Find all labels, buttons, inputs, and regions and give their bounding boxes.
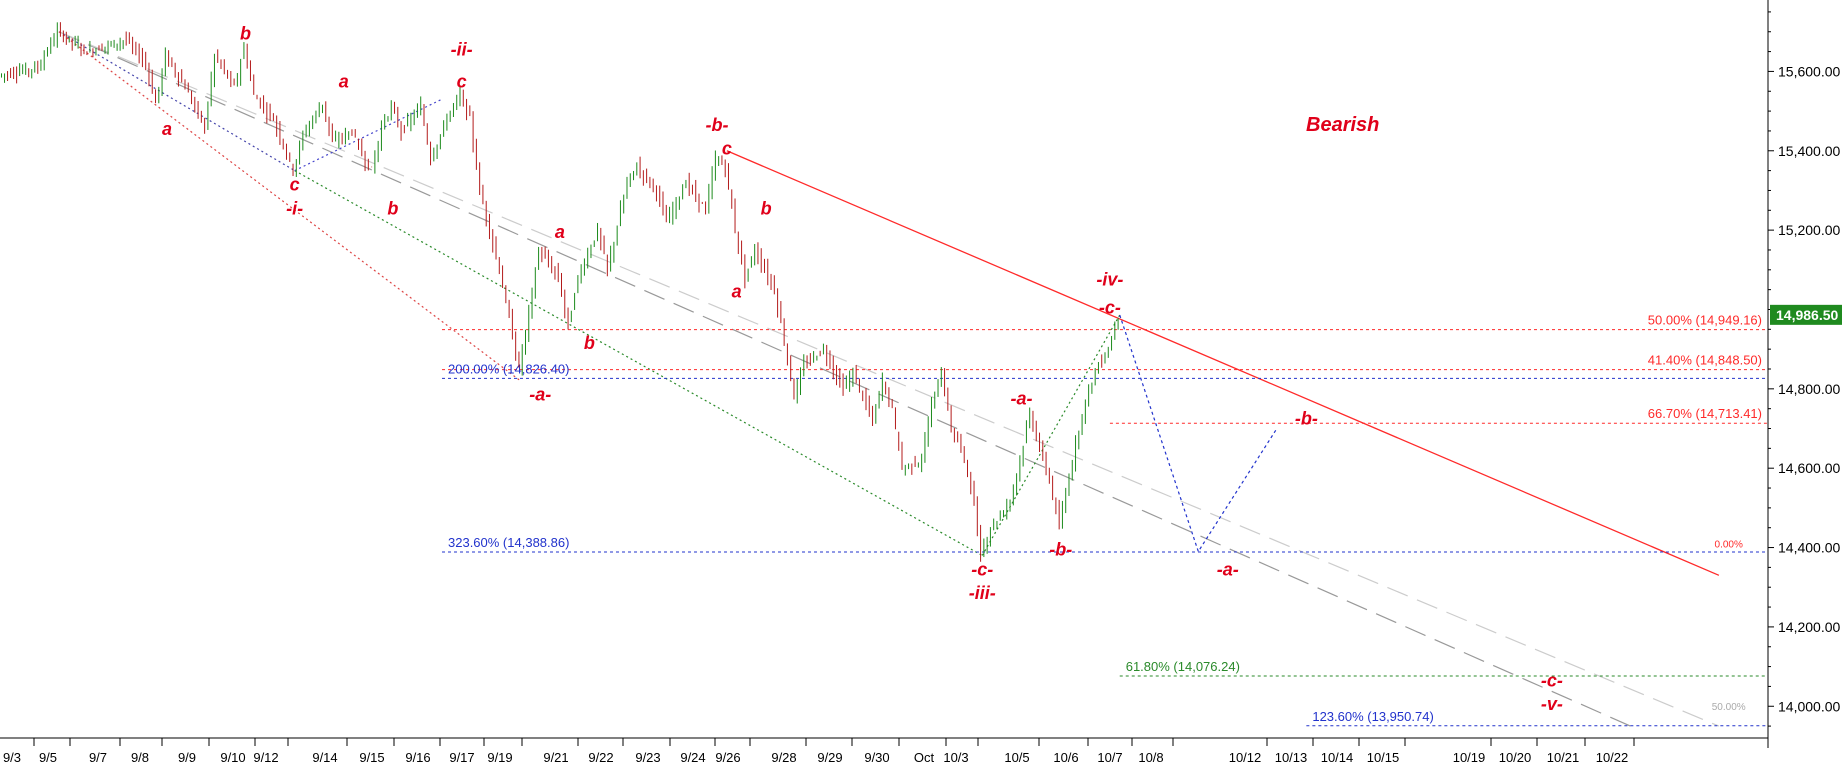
fib-label-6: 123.60% (13,950.74) bbox=[1312, 709, 1433, 724]
fib-label-0: 50.00% (14,949.16) bbox=[1648, 313, 1762, 328]
y-tick-label-0: 14,000.00 bbox=[1778, 698, 1840, 714]
wave-label-10: b bbox=[761, 198, 772, 218]
x-tick-label-9: 9/16 bbox=[405, 750, 430, 765]
wave-label-19: -c- bbox=[971, 559, 993, 579]
wave-label-20: -iii- bbox=[969, 583, 996, 603]
wave-label-2: a bbox=[339, 71, 349, 91]
wave-label-8: -b- bbox=[706, 115, 729, 135]
trendline-iii-iv-line bbox=[981, 314, 1121, 556]
wave-label-14: -a- bbox=[529, 385, 551, 405]
x-tick-label-10: 9/17 bbox=[449, 750, 474, 765]
trendline-mid-channel bbox=[58, 31, 1720, 727]
x-tick-label-13: 9/22 bbox=[588, 750, 613, 765]
wave-label-1: a bbox=[162, 119, 172, 139]
x-tick-label-26: 10/12 bbox=[1229, 750, 1262, 765]
wave-label-24: -v- bbox=[1541, 694, 1563, 714]
x-tick-label-18: 9/29 bbox=[817, 750, 842, 765]
wave-label-23: -c- bbox=[1541, 670, 1563, 690]
x-tick-label-30: 10/19 bbox=[1453, 750, 1486, 765]
x-tick-label-17: 9/28 bbox=[771, 750, 796, 765]
x-tick-label-7: 9/14 bbox=[312, 750, 337, 765]
x-tick-label-4: 9/9 bbox=[178, 750, 196, 765]
x-tick-label-27: 10/13 bbox=[1275, 750, 1308, 765]
x-tick-label-16: 9/26 bbox=[715, 750, 740, 765]
trendline-a-line bbox=[58, 31, 521, 382]
x-tick-label-5: 9/10 bbox=[220, 750, 245, 765]
wave-label-18: -b- bbox=[1049, 539, 1072, 559]
x-tick-label-2: 9/7 bbox=[89, 750, 107, 765]
x-tick-label-29: 10/15 bbox=[1367, 750, 1400, 765]
x-tick-label-31: 10/20 bbox=[1499, 750, 1532, 765]
wave-label-7: b bbox=[387, 198, 398, 218]
y-tick-label-4: 14,800.00 bbox=[1778, 381, 1840, 397]
wave-label-9: c bbox=[722, 139, 732, 159]
chart-annotation-title: Bearish bbox=[1306, 114, 1379, 136]
wave-label-21: -b- bbox=[1295, 409, 1318, 429]
fib-label-5: 61.80% (14,076.24) bbox=[1126, 659, 1240, 674]
y-tick-label-8: 15,600.00 bbox=[1778, 63, 1840, 79]
wave-label-4: c bbox=[457, 71, 467, 91]
x-tick-label-11: 9/19 bbox=[487, 750, 512, 765]
wave-label-12: a bbox=[732, 282, 742, 302]
x-tick-label-33: 10/22 bbox=[1596, 750, 1629, 765]
y-tick-label-3: 14,600.00 bbox=[1778, 460, 1840, 476]
x-tick-label-25: 10/8 bbox=[1138, 750, 1163, 765]
wave-label-13: b bbox=[584, 333, 595, 353]
y-tick-label-1: 14,200.00 bbox=[1778, 619, 1840, 635]
x-tick-label-22: 10/5 bbox=[1004, 750, 1029, 765]
y-tick-label-2: 14,400.00 bbox=[1778, 540, 1840, 556]
trendline-i-iii-line bbox=[294, 170, 983, 557]
wave-label-6: -i- bbox=[286, 198, 303, 218]
x-tick-label-6: 9/12 bbox=[253, 750, 278, 765]
wave-label-17: -a- bbox=[1011, 389, 1033, 409]
wave-label-16: -c- bbox=[1099, 297, 1121, 317]
trendline-top-support bbox=[58, 31, 295, 172]
wave-label-15: -iv- bbox=[1096, 270, 1123, 290]
x-tick-label-12: 9/21 bbox=[543, 750, 568, 765]
x-tick-label-8: 9/15 bbox=[359, 750, 384, 765]
wave-label-3: -ii- bbox=[451, 40, 473, 60]
y-tick-label-7: 15,400.00 bbox=[1778, 143, 1840, 159]
wave-label-11: a bbox=[555, 222, 565, 242]
x-tick-label-0: 9/3 bbox=[3, 750, 21, 765]
x-tick-label-19: 9/30 bbox=[864, 750, 889, 765]
x-tick-label-24: 10/7 bbox=[1097, 750, 1122, 765]
x-tick-label-1: 9/5 bbox=[39, 750, 57, 765]
x-tick-label-15: 9/24 bbox=[680, 750, 705, 765]
fib-label-2: 200.00% (14,826.40) bbox=[448, 361, 569, 376]
fib-label-3: 66.70% (14,713.41) bbox=[1648, 406, 1762, 421]
fib-label-4: 323.60% (14,388.86) bbox=[448, 535, 569, 550]
fib-label-1: 41.40% (14,848.50) bbox=[1648, 353, 1762, 368]
x-tick-label-23: 10/6 bbox=[1053, 750, 1078, 765]
small-label-0: 0.00% bbox=[1715, 540, 1743, 551]
wave-label-5: c bbox=[290, 174, 300, 194]
trendline-resistance bbox=[726, 150, 1720, 576]
x-tick-label-21: 10/3 bbox=[943, 750, 968, 765]
x-tick-label-20: Oct bbox=[914, 750, 935, 765]
small-label-1: 50.00% bbox=[1712, 702, 1746, 713]
wave-label-0: b bbox=[240, 24, 251, 44]
y-tick-label-6: 15,200.00 bbox=[1778, 222, 1840, 238]
x-tick-label-32: 10/21 bbox=[1547, 750, 1580, 765]
last-price-badge bbox=[1770, 304, 1842, 325]
last-price-label: 14,986.50 bbox=[1776, 307, 1838, 323]
wave-label-22: -a- bbox=[1217, 559, 1239, 579]
x-tick-label-14: 9/23 bbox=[635, 750, 660, 765]
x-tick-label-3: 9/8 bbox=[131, 750, 149, 765]
x-tick-label-28: 10/14 bbox=[1321, 750, 1354, 765]
